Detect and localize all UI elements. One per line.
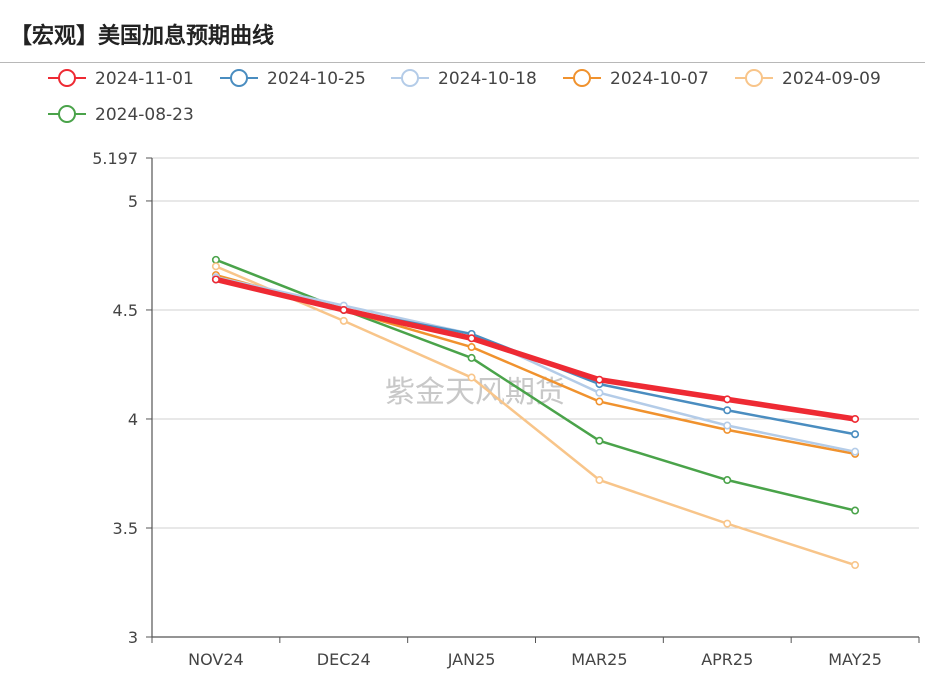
legend-label: 2024-11-01 [95,69,194,89]
y-tick-label: 4 [128,410,138,429]
y-tick-label: 3 [128,628,138,647]
data-point [211,255,220,264]
x-tick-label: JAN25 [447,650,496,669]
legend-circle-icon [58,105,76,123]
y-tick-label: 3.5 [113,519,138,538]
data-point [723,395,732,404]
data-point [595,436,604,445]
legend-circle-icon [58,69,76,87]
data-point [595,397,604,406]
data-point [851,414,860,423]
data-point [595,476,604,485]
y-tick-label: 5.197 [92,149,138,168]
data-point [723,519,732,528]
data-point [467,353,476,362]
data-point [595,375,604,384]
legend-item[interactable]: 2024-10-07 [563,69,709,89]
data-point [851,506,860,515]
legend-label: 2024-08-23 [95,105,194,125]
title-bar: 【宏观】美国加息预期曲线 [0,0,925,63]
data-point [467,343,476,352]
x-tick-label: NOV24 [188,650,244,669]
x-tick-label: APR25 [701,650,753,669]
y-tick-label: 5 [128,192,138,211]
x-tick-label: MAR25 [571,650,627,669]
data-point [851,430,860,439]
data-point [851,447,860,456]
legend-label: 2024-10-07 [610,69,709,89]
data-point [723,421,732,430]
legend-circle-icon [230,69,248,87]
legend-item[interactable]: 2024-11-01 [48,69,194,89]
legend-label: 2024-10-18 [438,69,537,89]
page-title: 【宏观】美国加息预期曲线 [10,24,275,49]
legend-item[interactable]: 2024-08-23 [48,105,194,125]
data-point [851,561,860,570]
data-point [339,316,348,325]
legend-item[interactable]: 2024-10-25 [220,69,366,89]
series-line [213,276,858,422]
legend-label: 2024-09-09 [782,69,881,89]
data-point [211,262,220,271]
legend-item[interactable]: 2024-09-09 [735,69,881,89]
legend-circle-icon [573,69,591,87]
data-point [467,373,476,382]
data-point [467,334,476,343]
legend-item[interactable]: 2024-10-18 [391,69,537,89]
series-line [214,276,857,453]
data-point [211,275,220,284]
data-point [339,305,348,314]
x-tick-label: DEC24 [317,650,371,669]
data-point [723,406,732,415]
data-point [595,388,604,397]
legend-circle-icon [745,69,763,87]
legend-label: 2024-10-25 [267,69,366,89]
y-tick-label: 4.5 [113,301,138,320]
x-tick-label: MAY25 [828,650,882,669]
series-line [214,265,857,567]
legend-circle-icon [401,69,419,87]
data-point [723,476,732,485]
